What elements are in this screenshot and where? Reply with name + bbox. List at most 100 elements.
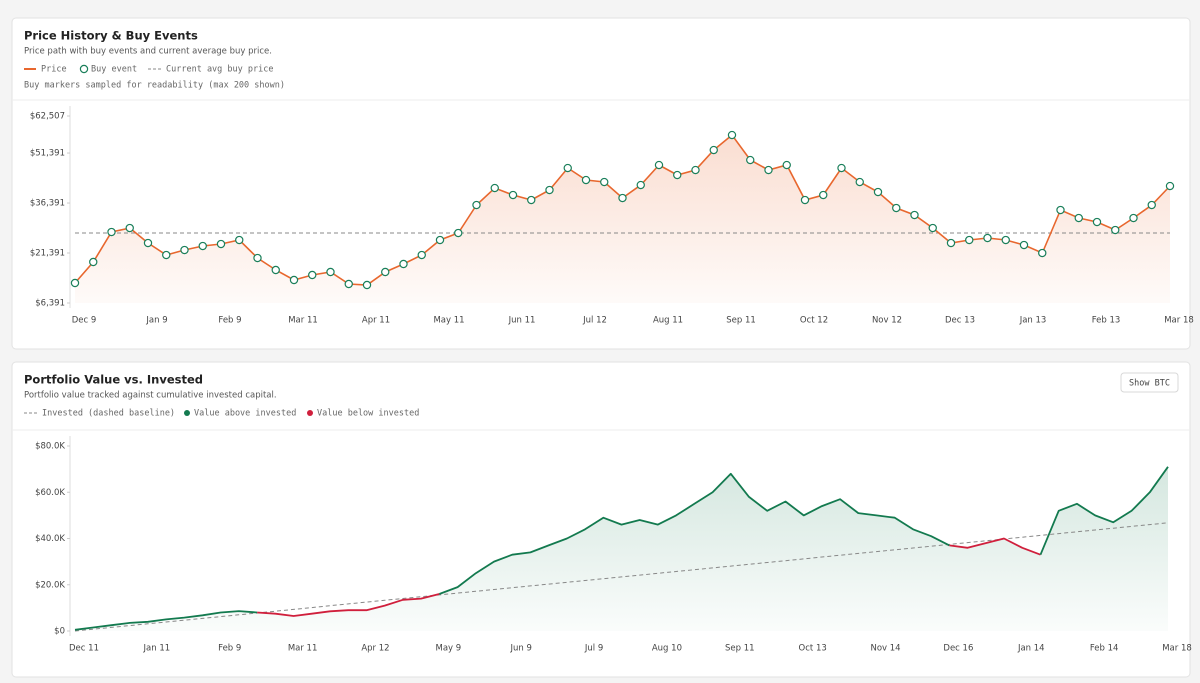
x-tick-label: Nov 14 bbox=[870, 644, 900, 654]
buy-marker bbox=[636, 180, 645, 190]
buy-marker bbox=[198, 241, 207, 251]
buy-marker bbox=[1056, 205, 1065, 215]
buy-marker bbox=[143, 238, 153, 248]
x-tick-label: Nov 12 bbox=[872, 316, 902, 326]
buy-marker bbox=[326, 267, 335, 277]
x-tick-label: Oct 13 bbox=[799, 644, 827, 654]
y-tick-label: $0 bbox=[54, 627, 65, 637]
x-tick-label: Aug 10 bbox=[652, 644, 682, 654]
x-tick-label: Feb 9 bbox=[218, 644, 241, 654]
buy-marker bbox=[1165, 181, 1175, 191]
value-area bbox=[75, 466, 1168, 631]
buy-marker bbox=[216, 239, 226, 249]
buy-marker bbox=[289, 275, 299, 285]
y-tick-label: $40.0K bbox=[35, 534, 65, 544]
x-tick-label: Feb 9 bbox=[218, 316, 241, 326]
buy-marker bbox=[70, 278, 80, 288]
buy-marker bbox=[654, 160, 664, 170]
buy-marker bbox=[454, 228, 463, 238]
buy-marker bbox=[399, 259, 408, 269]
buy-marker bbox=[563, 163, 572, 173]
buy-marker bbox=[89, 257, 98, 267]
toggle-button[interactable]: Show BTC bbox=[1120, 372, 1179, 393]
x-tick-label: Dec 9 bbox=[72, 316, 97, 326]
x-tick-label: Jul 9 bbox=[584, 644, 603, 654]
legend-swatch bbox=[184, 410, 190, 416]
button-frame[interactable] bbox=[1120, 372, 1179, 393]
buy-marker bbox=[1147, 200, 1156, 210]
chart-title: Price History & Buy Events bbox=[24, 29, 198, 43]
x-tick-label: Jan 13 bbox=[1019, 316, 1047, 326]
button-label[interactable]: Show BTC bbox=[1129, 379, 1170, 389]
buy-marker bbox=[1092, 217, 1102, 227]
y-tick-label: $62,507 bbox=[30, 112, 65, 122]
buy-marker bbox=[271, 265, 280, 275]
legend-label: Buy event bbox=[91, 65, 137, 75]
buy-marker bbox=[472, 200, 481, 210]
value-line bbox=[949, 537, 1041, 556]
buy-marker bbox=[873, 187, 883, 197]
buy-marker bbox=[1001, 235, 1010, 245]
buy-marker bbox=[1111, 225, 1120, 235]
buy-marker bbox=[162, 250, 171, 260]
buy-marker bbox=[600, 177, 609, 187]
buy-marker bbox=[581, 175, 591, 185]
buy-marker bbox=[107, 227, 116, 237]
buy-marker bbox=[508, 190, 518, 200]
buy-marker bbox=[727, 130, 737, 140]
buy-marker bbox=[892, 203, 901, 213]
buy-marker bbox=[709, 145, 718, 155]
buy-marker bbox=[235, 235, 244, 245]
x-tick-label: Dec 13 bbox=[945, 316, 975, 326]
x-tick-label: Mar 18 bbox=[1162, 644, 1192, 654]
buy-marker bbox=[965, 235, 974, 245]
x-tick-label: Oct 12 bbox=[800, 316, 828, 326]
x-tick-label: Jan 9 bbox=[145, 316, 167, 326]
x-tick-label: Aug 11 bbox=[653, 316, 683, 326]
y-tick-label: $51,391 bbox=[30, 149, 65, 159]
buy-marker bbox=[490, 183, 499, 193]
buy-marker bbox=[946, 238, 956, 248]
buy-marker bbox=[308, 270, 317, 280]
y-tick-label: $60.0K bbox=[35, 488, 65, 498]
subtitle: Price path with buy events and current a… bbox=[24, 47, 272, 57]
buy-marker bbox=[362, 280, 372, 290]
buy-marker bbox=[125, 223, 134, 233]
x-tick-label: Mar 11 bbox=[288, 644, 318, 654]
x-tick-label: Jan 11 bbox=[143, 644, 171, 654]
buy-marker bbox=[417, 250, 426, 260]
legend-label: Current avg buy price bbox=[166, 65, 273, 75]
value-line bbox=[74, 610, 258, 631]
legend-swatch bbox=[307, 410, 313, 416]
y-tick-label: $36,391 bbox=[30, 199, 65, 209]
y-tick-label: $21,391 bbox=[30, 249, 65, 259]
buy-marker bbox=[435, 235, 445, 245]
x-tick-label: Feb 14 bbox=[1090, 644, 1119, 654]
buy-marker bbox=[910, 210, 919, 220]
chart-title: Portfolio Value vs. Invested bbox=[24, 373, 203, 387]
buy-marker bbox=[180, 245, 189, 255]
legend-label: Value below invested bbox=[317, 409, 419, 419]
x-tick-label: Sep 11 bbox=[725, 644, 755, 654]
x-tick-label: Sep 11 bbox=[726, 316, 756, 326]
buy-marker bbox=[691, 165, 700, 175]
x-tick-label: May 9 bbox=[435, 644, 461, 654]
y-tick-label: $80.0K bbox=[35, 442, 65, 452]
buy-marker bbox=[545, 185, 554, 195]
x-tick-label: Mar 11 bbox=[288, 316, 318, 326]
x-tick-label: Jun 9 bbox=[509, 644, 531, 654]
note: Buy markers sampled for readability (max… bbox=[24, 81, 285, 91]
buy-marker bbox=[855, 177, 864, 187]
legend-label: Price bbox=[41, 65, 67, 75]
value-line bbox=[438, 472, 950, 595]
buy-marker bbox=[800, 195, 810, 205]
value-line bbox=[257, 593, 440, 617]
value-line bbox=[1039, 466, 1169, 556]
buy-marker bbox=[253, 253, 262, 263]
legend-swatch bbox=[79, 64, 89, 74]
buy-marker bbox=[764, 165, 773, 175]
y-tick-label: $6,391 bbox=[35, 299, 65, 309]
x-tick-label: Apr 11 bbox=[362, 316, 390, 326]
x-tick-label: Dec 11 bbox=[69, 644, 99, 654]
